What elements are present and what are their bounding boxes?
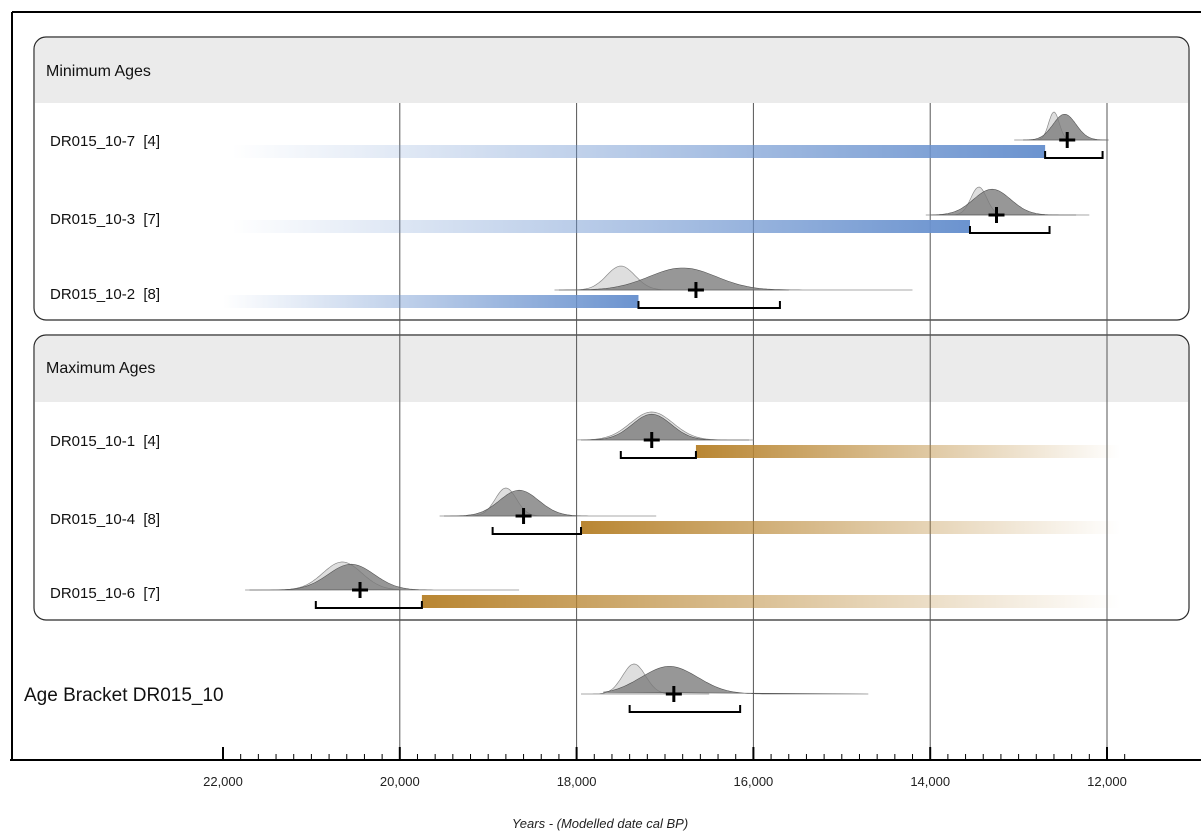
sample-label: DR015_10-4 [8]: [50, 511, 160, 528]
range-bracket: [628, 705, 742, 713]
x-tick-label: 14,000: [910, 774, 950, 789]
age-bracket-distribution: [581, 663, 869, 713]
x-tick-label: 16,000: [734, 774, 774, 789]
median-marker: [515, 508, 532, 524]
sample-max-0: [576, 411, 1121, 459]
panel-maximum-ages: [33, 334, 1190, 621]
sample-max-1: [439, 487, 1121, 535]
posterior-distribution: [558, 267, 913, 291]
posterior-distribution: [245, 563, 520, 591]
sample-min-1: [231, 186, 1090, 234]
x-axis-label: Years - (Modelled date cal BP): [512, 816, 688, 831]
sample-min-0: [231, 111, 1109, 159]
x-tick-label: 18,000: [557, 774, 597, 789]
median-marker: [1059, 132, 1076, 148]
x-axis: 22,000 20,000 18,000 16,000 14,000 12,000: [203, 747, 1127, 789]
series-layer: DR015_10-7 [4] DR015_10-3 [7] DR015_10-2 […: [50, 111, 1121, 713]
maximum-age-bar: [581, 521, 1121, 534]
sample-label: DR015_10-7 [4]: [50, 133, 160, 150]
panel-minimum-ages: [33, 36, 1190, 321]
median-marker: [643, 432, 660, 448]
median-marker: [352, 582, 369, 598]
maximum-age-bar: [695, 445, 1121, 458]
posterior-distribution: [930, 188, 1090, 216]
minimum-age-bar: [223, 295, 639, 308]
posterior-distribution: [603, 666, 869, 695]
median-marker: [665, 686, 682, 702]
sample-max-2: [245, 561, 1121, 609]
minimum-age-bar: [231, 145, 1046, 158]
sample-label: DR015_10-6 [7]: [50, 585, 160, 602]
minimum-age-bar: [231, 220, 970, 233]
x-tick-label: 12,000: [1087, 774, 1127, 789]
sample-label: DR015_10-2 [8]: [50, 286, 160, 303]
grid-lines: [399, 103, 1108, 760]
posterior-distribution: [1022, 114, 1109, 141]
sample-min-2: [223, 265, 913, 309]
range-bracket: [314, 601, 423, 609]
median-marker: [687, 282, 704, 298]
range-bracket: [619, 451, 697, 459]
sample-label: DR015_10-3 [7]: [50, 211, 160, 228]
median-marker: [988, 207, 1005, 223]
range-bracket: [968, 226, 1051, 234]
range-bracket: [637, 301, 781, 309]
x-tick-label: 20,000: [380, 774, 420, 789]
sample-label: DR015_10-1 [4]: [50, 433, 160, 450]
group-title-maximum: Maximum Ages: [46, 360, 155, 377]
posterior-distribution: [581, 413, 749, 441]
group-title-minimum: Minimum Ages: [46, 63, 151, 80]
posterior-distribution: [439, 489, 657, 517]
bracket-label: Age Bracket DR015_10: [24, 685, 224, 706]
x-tick-label: 22,000: [203, 774, 243, 789]
range-bracket: [1044, 151, 1104, 159]
maximum-age-bar: [421, 595, 1121, 608]
range-bracket: [491, 527, 583, 535]
